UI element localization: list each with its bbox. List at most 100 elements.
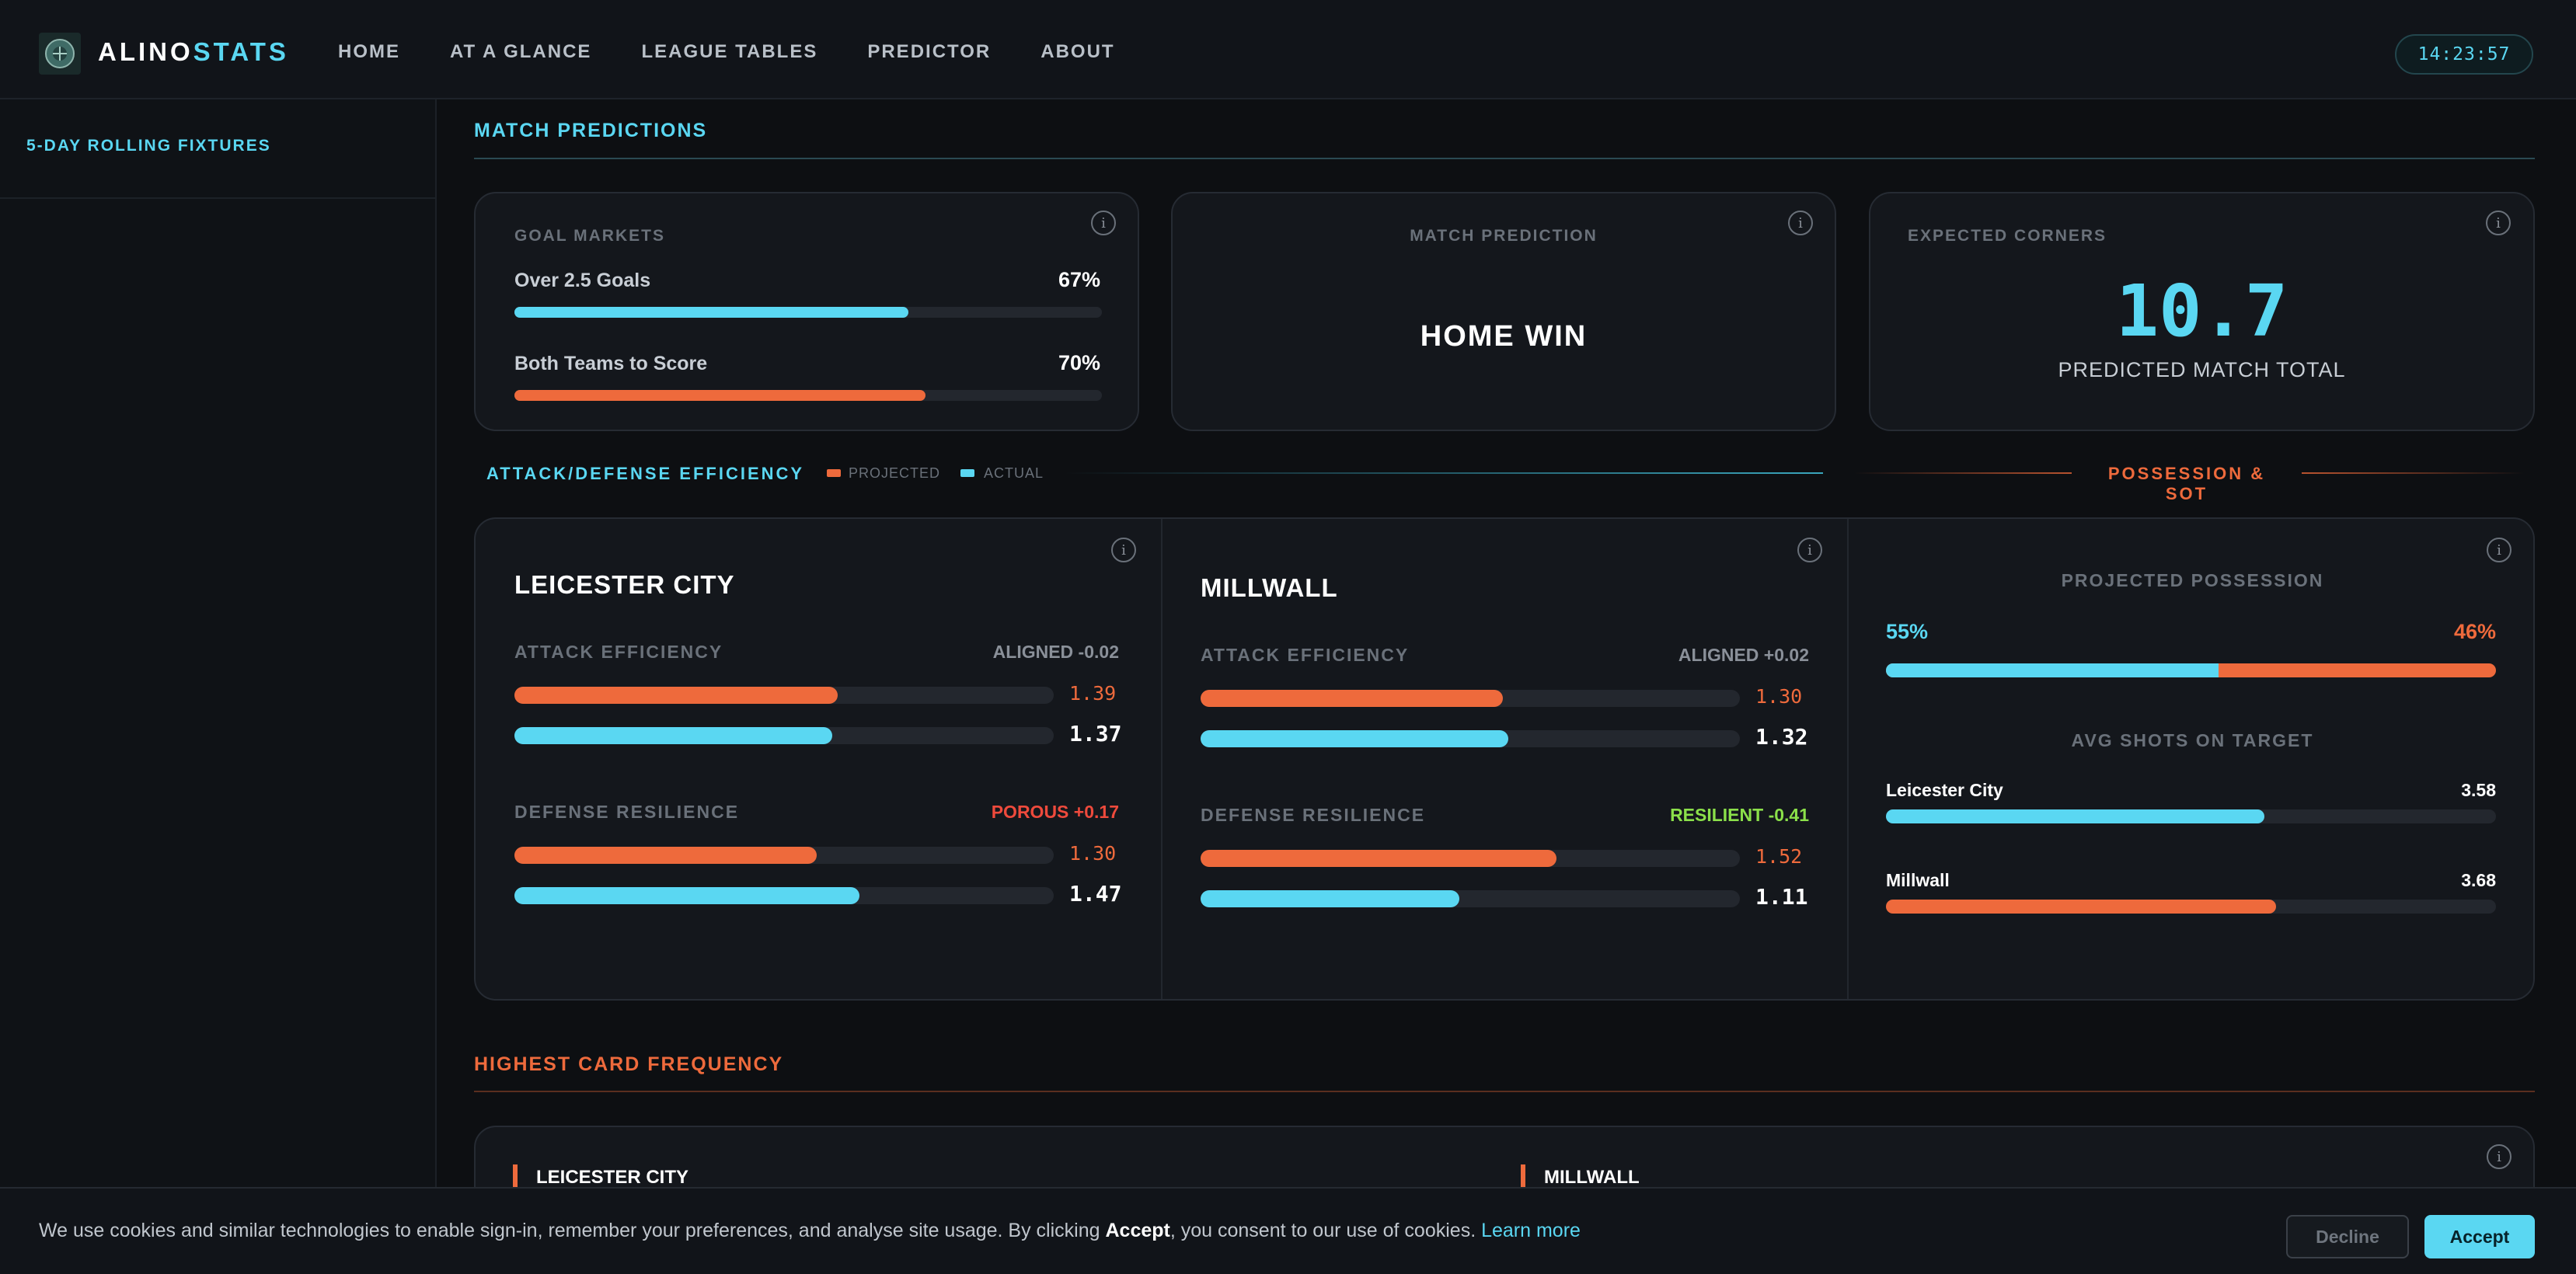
- main-nav: HOME AT A GLANCE LEAGUE TABLES PREDICTOR…: [338, 41, 1115, 63]
- home-sot-value: 3.58: [2461, 780, 2496, 800]
- cookie-text-pre: We use cookies and similar technologies …: [39, 1220, 1106, 1241]
- accept-button[interactable]: Accept: [2424, 1215, 2535, 1258]
- defense-actual-bar: [514, 887, 1054, 904]
- defense-actual-value: 1.11: [1755, 884, 1808, 910]
- attack-actual-fill: [1201, 730, 1508, 747]
- possession-divider-left: [1854, 472, 2072, 474]
- info-icon[interactable]: i: [2486, 211, 2511, 235]
- away-sot-team: Millwall: [1886, 870, 1950, 890]
- possession-title: PROJECTED POSSESSION: [2061, 570, 2324, 590]
- defense-status: POROUS +0.17: [991, 802, 1119, 822]
- efficiency-card: i LEICESTER CITY ATTACK EFFICIENCY ALIGN…: [474, 517, 2535, 1001]
- team-name: MILLWALL: [1201, 573, 1338, 602]
- nav-predictor[interactable]: PREDICTOR: [867, 41, 992, 62]
- attack-projected-fill: [1201, 690, 1503, 707]
- defense-projected-fill: [514, 847, 817, 864]
- clock-display: 14:23:57: [2395, 34, 2533, 75]
- defense-actual-bar: [1201, 890, 1740, 907]
- corners-value: 10.7: [2115, 270, 2288, 353]
- top-navigation-bar: ALINOSTATS HOME AT A GLANCE LEAGUE TABLE…: [0, 0, 2576, 99]
- card-team-home: LEICESTER CITY: [536, 1167, 689, 1188]
- defense-projected-bar: [514, 847, 1054, 864]
- attack-projected-value: 1.30: [1755, 685, 1803, 708]
- nav-at-a-glance[interactable]: AT A GLANCE: [450, 41, 592, 62]
- home-possession-value: 55%: [1886, 620, 1929, 643]
- expected-corners-card: i EXPECTED CORNERS 10.7 PREDICTED MATCH …: [1869, 192, 2535, 431]
- section-title-possession-sot: POSSESSION & SOT: [2107, 464, 2266, 503]
- legend-projected-swatch: [827, 469, 841, 477]
- attack-projected-fill: [514, 687, 838, 704]
- over-goals-label: Over 2.5 Goals: [514, 270, 651, 291]
- goal-markets-card: i GOAL MARKETS Over 2.5 Goals 67% Both T…: [474, 192, 1139, 431]
- column-divider: [1161, 519, 1163, 999]
- learn-more-link[interactable]: Learn more: [1481, 1220, 1581, 1241]
- info-icon[interactable]: i: [2487, 1144, 2512, 1169]
- defense-resilience-label: DEFENSE RESILIENCE: [1201, 805, 1426, 825]
- defense-status: RESILIENT -0.41: [1670, 805, 1809, 825]
- possession-divider-right: [2302, 472, 2524, 474]
- home-sot-team: Leicester City: [1886, 780, 2003, 800]
- column-divider: [1847, 519, 1849, 999]
- defense-actual-fill: [514, 887, 860, 904]
- section-title-efficiency: ATTACK/DEFENSE EFFICIENCY: [486, 464, 805, 483]
- brand-name-part-b: STATS: [193, 37, 289, 66]
- team-accent-bar: [513, 1164, 518, 1189]
- attack-actual-value: 1.32: [1755, 724, 1808, 750]
- team-accent-bar: [1521, 1164, 1525, 1189]
- sidebar-item-rolling-fixtures[interactable]: 5-DAY ROLLING FIXTURES: [26, 137, 271, 155]
- nav-home[interactable]: HOME: [338, 41, 400, 62]
- attack-projected-bar: [1201, 690, 1740, 707]
- brand-name-part-a: ALINO: [98, 37, 193, 66]
- info-icon[interactable]: i: [1091, 211, 1116, 235]
- info-icon[interactable]: i: [1797, 538, 1822, 562]
- sidebar-divider: [0, 197, 437, 199]
- nav-league-tables[interactable]: LEAGUE TABLES: [641, 41, 818, 62]
- card-title: EXPECTED CORNERS: [1908, 227, 2107, 245]
- cookie-message: We use cookies and similar technologies …: [39, 1220, 1581, 1242]
- defense-projected-value: 1.52: [1755, 845, 1803, 868]
- section-title-card-frequency: HIGHEST CARD FREQUENCY: [474, 1053, 784, 1075]
- section-divider: [474, 158, 2535, 159]
- cookie-text-bold: Accept: [1105, 1220, 1170, 1241]
- home-possession-fill: [1886, 663, 2219, 677]
- over-goals-value: 67%: [1058, 268, 1100, 291]
- section-title-match-predictions: MATCH PREDICTIONS: [474, 120, 708, 141]
- info-icon[interactable]: i: [1788, 211, 1813, 235]
- attack-projected-bar: [514, 687, 1054, 704]
- team-name: LEICESTER CITY: [514, 570, 735, 599]
- attack-projected-value: 1.39: [1069, 682, 1117, 705]
- corners-caption: PREDICTED MATCH TOTAL: [2058, 358, 2346, 381]
- card-team-away: MILLWALL: [1544, 1167, 1640, 1188]
- defense-actual-fill: [1201, 890, 1460, 907]
- brand-logo-text[interactable]: ALINOSTATS: [98, 37, 289, 67]
- over-goals-fill: [514, 307, 908, 318]
- cookie-text-post: , you consent to our use of cookies.: [1169, 1220, 1482, 1241]
- prediction-result: HOME WIN: [1420, 320, 1588, 353]
- defense-resilience-label: DEFENSE RESILIENCE: [514, 802, 740, 822]
- legend-actual-swatch: [960, 469, 974, 477]
- logo-icon[interactable]: [39, 33, 81, 75]
- cookie-banner: We use cookies and similar technologies …: [0, 1187, 2576, 1274]
- btts-bar: [514, 390, 1102, 401]
- info-icon[interactable]: i: [2487, 538, 2512, 562]
- attack-efficiency-label: ATTACK EFFICIENCY: [1201, 645, 1410, 665]
- away-sot-value: 3.68: [2461, 870, 2496, 890]
- efficiency-divider: [1065, 472, 1823, 474]
- sot-title: AVG SHOTS ON TARGET: [2071, 730, 2314, 750]
- nav-about[interactable]: ABOUT: [1041, 41, 1115, 62]
- defense-projected-bar: [1201, 850, 1740, 867]
- btts-fill: [514, 390, 926, 401]
- decline-button[interactable]: Decline: [2286, 1215, 2409, 1258]
- attack-actual-bar: [1201, 730, 1740, 747]
- card-title: GOAL MARKETS: [514, 227, 665, 245]
- legend-actual-label: ACTUAL: [984, 465, 1044, 481]
- home-sot-bar: [1886, 809, 2496, 823]
- attack-efficiency-label: ATTACK EFFICIENCY: [514, 642, 723, 662]
- possession-bar: [1886, 663, 2496, 677]
- info-icon[interactable]: i: [1111, 538, 1136, 562]
- legend-projected-label: PROJECTED: [849, 465, 941, 481]
- btts-value: 70%: [1058, 351, 1100, 374]
- away-sot-fill: [1886, 900, 2277, 914]
- defense-projected-fill: [1201, 850, 1557, 867]
- attack-status: ALIGNED -0.02: [992, 642, 1119, 662]
